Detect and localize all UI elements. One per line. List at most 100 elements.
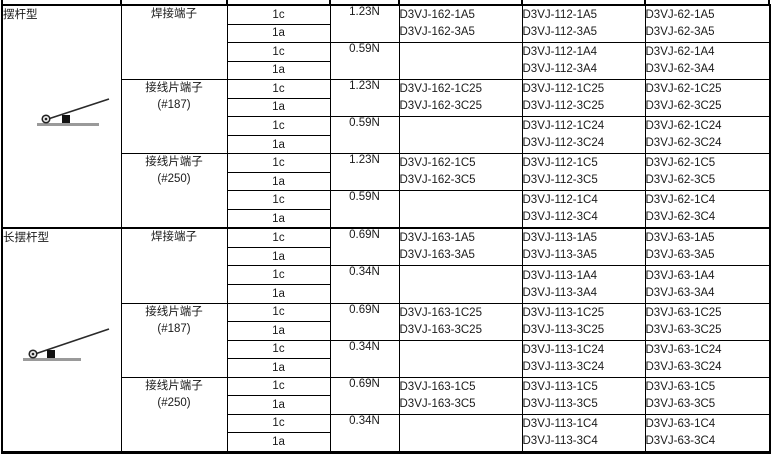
contact-form-cell: 1a: [226, 208, 331, 229]
model-number: D3VJ-162-3C5: [399, 174, 476, 187]
contact-form-cell: 1a: [226, 171, 331, 192]
table-row: 1a: [2, 60, 770, 81]
model-cell: D3VJ-63-1A5 D3VJ-63-3A5: [644, 227, 771, 267]
model-number: D3VJ-113-3A4: [522, 286, 598, 299]
terminal-label: 焊接端子: [151, 8, 197, 20]
contact-form-cell: 1c: [226, 153, 331, 173]
table-row: 1c 0.34N D3VJ-113-1C24 D3VJ-113-3C24 D3VJ-63…: [2, 339, 771, 378]
model-number: D3VJ-62-1C4: [645, 194, 716, 207]
contact-form-cell: 1a: [226, 321, 331, 341]
long-lever-icon: [23, 328, 110, 362]
model-cell: D3VJ-113-1C5 D3VJ-113-3C5: [521, 376, 646, 415]
model-cell: [398, 413, 523, 454]
model-number: D3VJ-63-3C24: [645, 360, 722, 373]
model-cell: D3VJ-62-1C25 D3VJ-62-3C25: [644, 79, 771, 118]
model-cell: D3VJ-112-1A5 D3VJ-112-3A5: [521, 4, 646, 44]
model-cell: D3VJ-113-1A5 D3VJ-113-3A5: [521, 227, 646, 267]
contact-form-cell: 1c: [226, 376, 331, 397]
model-number: D3VJ-62-3C25: [645, 100, 722, 113]
terminal-cell: 接线片端子 (#250): [120, 376, 228, 454]
model-cell: D3VJ-62-1C24 D3VJ-62-3C24: [644, 116, 771, 155]
model-number: D3VJ-112-3C4: [522, 211, 598, 224]
contact-form-cell: 1a: [226, 284, 331, 304]
contact-form-cell: 1a: [226, 395, 331, 415]
operating-force-cell: 0.69N: [329, 376, 400, 415]
model-cell: D3VJ-113-1C4 D3VJ-113-3C4: [521, 413, 646, 454]
model-number: D3VJ-112-3A5: [522, 26, 598, 39]
model-number: D3VJ-62-3C24: [645, 137, 722, 150]
model-number: D3VJ-112-1C24: [522, 120, 605, 133]
model-number: D3VJ-63-1C24: [645, 343, 722, 356]
model-number: D3VJ-62-1A5: [645, 9, 715, 22]
operating-force-cell: 1.23N: [329, 79, 400, 118]
terminal-cell: 焊接端子: [120, 4, 228, 81]
operating-force-cell: 0.59N: [329, 42, 400, 81]
model-number: D3VJ-63-3C5: [645, 397, 716, 410]
model-cell: D3VJ-112-1C24 D3VJ-112-3C24: [521, 116, 646, 155]
model-number: D3VJ-63-3A4: [645, 286, 715, 299]
model-number: D3VJ-62-3C5: [645, 174, 716, 187]
model-number: D3VJ-63-1C25: [645, 306, 722, 319]
model-cell: D3VJ-62-1A4 D3VJ-62-3A4: [644, 42, 771, 81]
model-number: D3VJ-62-3A4: [645, 63, 715, 76]
model-number: D3VJ-113-3C4: [522, 434, 598, 447]
model-number: D3VJ-63-1A5: [645, 232, 715, 245]
model-number: D3VJ-112-3A4: [522, 63, 598, 76]
model-number: D3VJ-62-1C25: [645, 83, 722, 96]
contact-form-cell: 1c: [226, 339, 331, 360]
operating-force-cell: 0.69N: [329, 302, 400, 341]
model-cell: D3VJ-62-1C5 D3VJ-62-3C5: [644, 153, 771, 192]
operating-force-cell: 1.23N: [329, 4, 400, 44]
terminal-cell: 接线片端子 (#250): [120, 153, 228, 229]
model-number: D3VJ-113-1C24: [522, 343, 605, 356]
column-border-sliver: [1, 0, 3, 5]
terminal-cell: 接线片端子 (#187): [120, 302, 228, 378]
table-row: 1a: [2, 23, 770, 44]
contact-form-cell: 1c: [226, 302, 331, 323]
table-row: 摆杆型 焊接端子 1c 1.23N D3VJ-162-1A5 D3VJ-162-3A5 D3…: [1, 4, 771, 229]
model-number: D3VJ-62-1C5: [645, 157, 716, 170]
model-cell: [398, 42, 523, 81]
model-number: D3VJ-163-3A5: [399, 249, 475, 262]
model-cell: D3VJ-113-1A4 D3VJ-113-3A4: [521, 265, 646, 304]
model-cell: D3VJ-63-1C5 D3VJ-63-3C5: [644, 376, 771, 415]
model-number: D3VJ-62-3A5: [645, 26, 715, 39]
model-number: D3VJ-113-3C5: [522, 397, 598, 410]
model-number: D3VJ-112-1C4: [522, 194, 598, 207]
contact-form-cell: 1a: [226, 432, 331, 453]
terminal-label: 接线片端子: [145, 305, 203, 318]
table-row: 1c 0.34N D3VJ-113-1A4 D3VJ-113-3A4 D3VJ-63-1…: [2, 265, 771, 304]
model-cell: [398, 190, 523, 229]
contact-form-cell: 1c: [226, 265, 331, 286]
table-row: 1a: [2, 97, 770, 118]
type-label: 摆杆型: [3, 9, 38, 21]
contact-form-cell: 1c: [226, 4, 331, 25]
model-number: D3VJ-62-1A4: [645, 46, 715, 59]
column-border-sliver: [398, 0, 400, 5]
model-number: D3VJ-112-1C25: [522, 83, 605, 96]
contact-form-cell: 1a: [226, 134, 331, 155]
model-number: D3VJ-112-3C24: [522, 137, 605, 150]
model-number: D3VJ-63-3C25: [645, 323, 722, 336]
model-cell: D3VJ-63-1C25 D3VJ-63-3C25: [644, 302, 771, 341]
model-cell: D3VJ-62-1C4 D3VJ-62-3C4: [644, 190, 771, 229]
column-border-sliver: [521, 0, 523, 5]
type-label: 长摆杆型: [3, 232, 49, 245]
model-number: D3VJ-113-3C24: [522, 360, 605, 373]
column-border-sliver: [329, 0, 331, 5]
table-row: 长摆杆型 焊接端子 1c 0.69N D3VJ-163-1A5 D3VJ-163-3A5 D…: [1, 227, 771, 454]
model-cell: [398, 339, 523, 378]
model-cell: [398, 116, 523, 155]
terminal-cell: 焊接端子: [120, 227, 228, 304]
terminal-label: 接线片端子: [145, 82, 203, 95]
model-number: D3VJ-113-1C4: [522, 417, 598, 430]
model-number: D3VJ-112-1A5: [522, 9, 598, 22]
contact-form-cell: 1a: [226, 358, 331, 378]
model-number: D3VJ-62-3C4: [645, 211, 716, 224]
operating-force-cell: 0.59N: [329, 190, 400, 229]
column-border-sliver: [768, 0, 770, 5]
model-number: D3VJ-163-3C25: [399, 323, 482, 336]
table-row: 接线片端子 (#250) 1c 0.69N D3VJ-163-1C5 D3VJ-163-3…: [2, 376, 771, 454]
terminal-label: 接线片端子: [145, 379, 203, 392]
model-number: D3VJ-113-3C25: [522, 323, 605, 336]
